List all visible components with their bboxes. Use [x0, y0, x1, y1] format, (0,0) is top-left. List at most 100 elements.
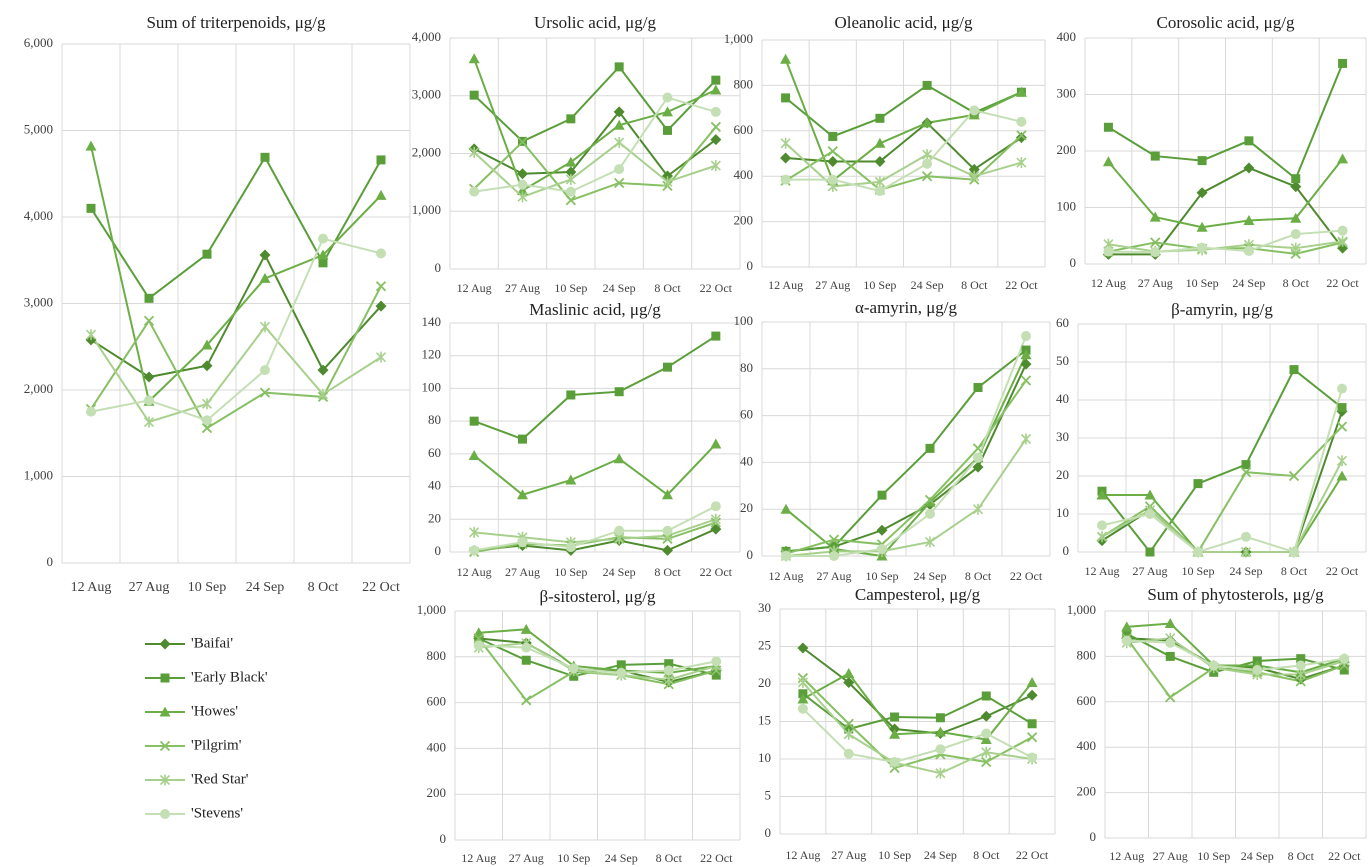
marker: [1026, 677, 1038, 687]
marker: [144, 395, 154, 406]
marker: [924, 496, 936, 507]
marker: [565, 195, 576, 206]
x-tick-label: 10 Sep: [1197, 849, 1230, 863]
marker: [981, 746, 992, 758]
y-tick-label: 0: [440, 831, 447, 846]
x-tick-label: 24 Sep: [1230, 564, 1263, 578]
marker: [469, 545, 480, 556]
y-tick-label: 0: [1063, 543, 1070, 558]
series-line: [474, 528, 717, 552]
x-tick-label: 8 Oct: [654, 565, 681, 579]
x-tick-label: 27 Aug: [505, 565, 540, 579]
marker: [924, 494, 936, 505]
marker: [375, 189, 387, 200]
marker: [469, 146, 480, 158]
x-tick-label: 22 Oct: [700, 851, 733, 865]
marker: [318, 258, 328, 268]
marker: [468, 449, 480, 460]
marker: [1020, 358, 1032, 370]
marker: [1020, 433, 1032, 445]
marker: [828, 131, 838, 141]
y-tick-label: 40: [740, 453, 753, 468]
y-tick-label: 100: [1057, 198, 1077, 213]
y-tick-label: 60: [428, 445, 441, 460]
x-tick-label: 10 Sep: [557, 851, 590, 865]
series-line: [473, 65, 717, 143]
marker: [469, 186, 480, 197]
marker: [1337, 225, 1348, 236]
marker: [202, 249, 212, 259]
x-tick-label: 10 Sep: [863, 278, 896, 292]
marker: [797, 703, 808, 714]
y-tick-label: 400: [427, 739, 447, 754]
x-tick-label: 10 Sep: [878, 848, 911, 862]
y-tick-label: 1,000: [412, 202, 441, 217]
series-line: [785, 349, 1027, 553]
marker: [780, 53, 792, 64]
marker: [1144, 489, 1156, 500]
marker: [797, 642, 809, 654]
series-line: [1125, 637, 1345, 699]
marker: [1015, 86, 1027, 97]
marker: [566, 390, 576, 400]
marker: [86, 406, 96, 417]
y-tick-label: 200: [427, 785, 447, 800]
marker: [829, 551, 839, 561]
x-tick-label: 12 Aug: [1091, 276, 1126, 290]
x-tick-label: 24 Sep: [914, 569, 947, 583]
series-line: [90, 285, 382, 430]
marker: [981, 756, 992, 768]
x-tick-label: 10 Sep: [188, 580, 227, 595]
marker: [1096, 489, 1108, 500]
y-tick-label: 0: [1090, 829, 1097, 844]
marker: [877, 543, 887, 554]
marker: [260, 152, 270, 162]
marker: [935, 713, 945, 723]
series-line: [1126, 632, 1345, 674]
marker: [614, 62, 624, 72]
x-tick-label: 12 Aug: [768, 278, 803, 292]
marker: [1290, 229, 1301, 240]
marker: [935, 744, 946, 755]
marker: [616, 660, 626, 670]
marker: [1243, 214, 1255, 225]
marker: [1336, 421, 1348, 432]
marker: [710, 106, 721, 117]
y-tick-label: 600: [427, 694, 447, 709]
marker: [889, 728, 901, 739]
marker: [972, 461, 984, 473]
y-tick-label: 20: [758, 675, 771, 690]
series-line: [1101, 425, 1343, 554]
line-chart: Campesterol, μg/g 0 5 10 15 20 25 30 12 Aug 27 Au…: [758, 585, 1056, 862]
y-tick-label: 200: [1057, 142, 1077, 157]
series-line: [802, 681, 1033, 775]
legend-item: 'Pilgrim': [145, 737, 242, 753]
marker: [710, 134, 722, 146]
marker: [1337, 383, 1347, 394]
marker: [85, 140, 97, 151]
series-line: [784, 58, 1022, 183]
legend-item: 'Howes': [145, 703, 238, 719]
marker: [517, 179, 528, 190]
x-tick-label: 27 Aug: [816, 569, 851, 583]
x-tick-label: 24 Sep: [911, 278, 944, 292]
marker: [614, 387, 624, 397]
y-tick-label: 400: [734, 167, 754, 182]
chart-title: Campesterol, μg/g: [855, 585, 981, 604]
series-line: [1108, 229, 1343, 254]
marker: [613, 119, 625, 130]
y-tick-label: 400: [1077, 738, 1097, 753]
marker: [318, 233, 328, 244]
x-tick-label: 27 Aug: [1138, 276, 1173, 290]
x-tick-label: 24 Sep: [603, 281, 636, 295]
marker: [1336, 470, 1348, 481]
marker: [1252, 665, 1263, 676]
y-tick-label: 100: [422, 379, 442, 394]
y-tick-label: 80: [740, 360, 753, 375]
marker: [1096, 531, 1108, 543]
x-tick-label: 8 Oct: [1283, 276, 1310, 290]
series-line: [473, 58, 717, 192]
marker: [144, 293, 154, 303]
marker: [201, 422, 213, 434]
y-tick-label: 15: [758, 712, 771, 727]
